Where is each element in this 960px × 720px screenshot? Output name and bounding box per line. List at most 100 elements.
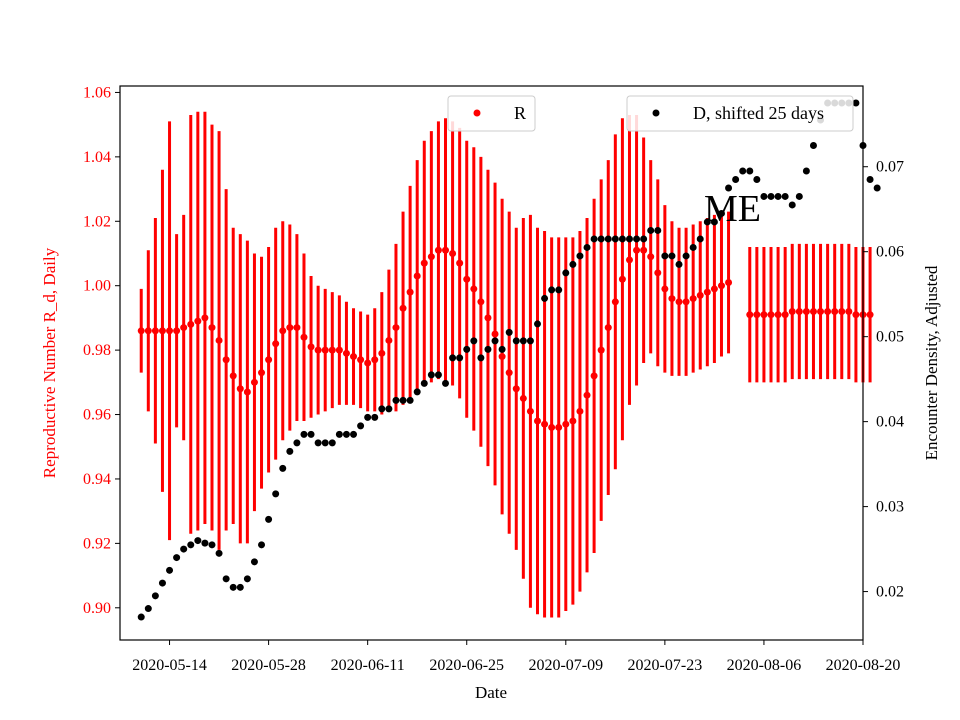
legend-r-label: R [514, 103, 526, 123]
annotation-text: ME [704, 188, 761, 230]
r-point [137, 327, 145, 335]
r-point [604, 324, 612, 332]
d-point [427, 371, 435, 379]
y-right-tick-label: 0.06 [876, 244, 904, 261]
r-point [470, 285, 478, 293]
d-point [236, 583, 244, 591]
d-point [795, 192, 803, 200]
d-point [279, 464, 287, 472]
r-point [194, 317, 202, 325]
r-point [774, 311, 782, 319]
r-point [618, 275, 626, 283]
x-tick-label: 2020-08-06 [727, 657, 802, 674]
d-point [781, 192, 789, 200]
d-point [484, 345, 492, 353]
d-point [505, 328, 513, 336]
d-point [463, 345, 471, 353]
r-point [286, 324, 294, 332]
d-point [328, 439, 336, 447]
r-point [484, 314, 492, 322]
r-point [788, 307, 796, 315]
d-point [364, 413, 372, 421]
r-point [222, 356, 230, 364]
r-point [187, 320, 195, 328]
r-point [350, 353, 358, 361]
r-point [420, 259, 428, 267]
r-point [753, 311, 761, 319]
r-point [760, 311, 768, 319]
r-point [229, 372, 237, 380]
d-point [661, 252, 669, 260]
legend-d-label: D, shifted 25 days [693, 103, 824, 123]
r-point [258, 369, 266, 377]
r-point [548, 423, 556, 431]
d-point [208, 541, 216, 549]
y-left-tick-label: 0.98 [83, 342, 111, 359]
d-point [144, 605, 152, 613]
x-tick-label: 2020-06-11 [331, 657, 405, 674]
r-point [668, 295, 676, 303]
r-point [838, 307, 846, 315]
x-tick-label: 2020-06-25 [429, 657, 504, 674]
d-point [788, 201, 796, 209]
d-point [682, 252, 690, 260]
r-point [746, 311, 754, 319]
r-point [272, 340, 280, 348]
r-point [173, 327, 181, 335]
r-point [265, 356, 273, 364]
d-point [187, 541, 195, 549]
d-point [717, 209, 725, 217]
r-point [364, 359, 372, 367]
d-point [222, 575, 230, 583]
x-tick-label: 2020-07-09 [528, 657, 603, 674]
d-point [385, 405, 393, 413]
d-point [576, 252, 584, 260]
d-point [293, 439, 301, 447]
d-point [335, 430, 343, 438]
d-point [873, 184, 881, 192]
r-point [250, 378, 258, 386]
d-point [852, 99, 860, 107]
r-point [597, 346, 605, 354]
d-point [449, 354, 457, 362]
r-point [456, 259, 464, 267]
x-axis-ticks: 2020-05-14 2020-05-28 2020-06-11 2020-06-25… [132, 640, 900, 674]
x-tick-label: 2020-08-20 [826, 657, 901, 674]
r-point [541, 420, 549, 428]
r-point [647, 253, 655, 261]
d-point [229, 583, 237, 591]
r-point [208, 324, 216, 332]
x-tick-label: 2020-07-23 [628, 657, 703, 674]
y-axis-right-ticks: 0.02 0.03 0.04 0.05 0.06 0.07 [863, 159, 904, 601]
r-point [795, 307, 803, 315]
y-right-tick-label: 0.07 [876, 159, 904, 176]
d-point [767, 192, 775, 200]
legend-r-marker [473, 109, 481, 117]
d-point [321, 439, 329, 447]
r-point [590, 372, 598, 380]
r-point [434, 246, 442, 254]
r-point [158, 327, 166, 335]
y-left-tick-label: 1.00 [83, 278, 111, 295]
d-point [541, 294, 549, 302]
d-point [357, 422, 365, 430]
d-point [725, 184, 733, 192]
r-point [555, 423, 563, 431]
d-point [668, 252, 676, 260]
d-point [300, 430, 308, 438]
r-point [824, 307, 832, 315]
r-point [569, 417, 577, 425]
d-point [215, 549, 223, 557]
legend-r-box [447, 95, 536, 132]
d-series [137, 99, 881, 621]
d-point [802, 167, 810, 175]
r-point [809, 307, 817, 315]
y-right-tick-label: 0.05 [876, 329, 904, 346]
y-right-tick-label: 0.03 [876, 499, 904, 516]
legend-r: R [447, 95, 536, 132]
y-left-tick-label: 1.04 [83, 149, 111, 166]
r-point [215, 336, 223, 344]
d-point [350, 430, 358, 438]
d-point [442, 379, 450, 387]
d-point [194, 537, 202, 545]
